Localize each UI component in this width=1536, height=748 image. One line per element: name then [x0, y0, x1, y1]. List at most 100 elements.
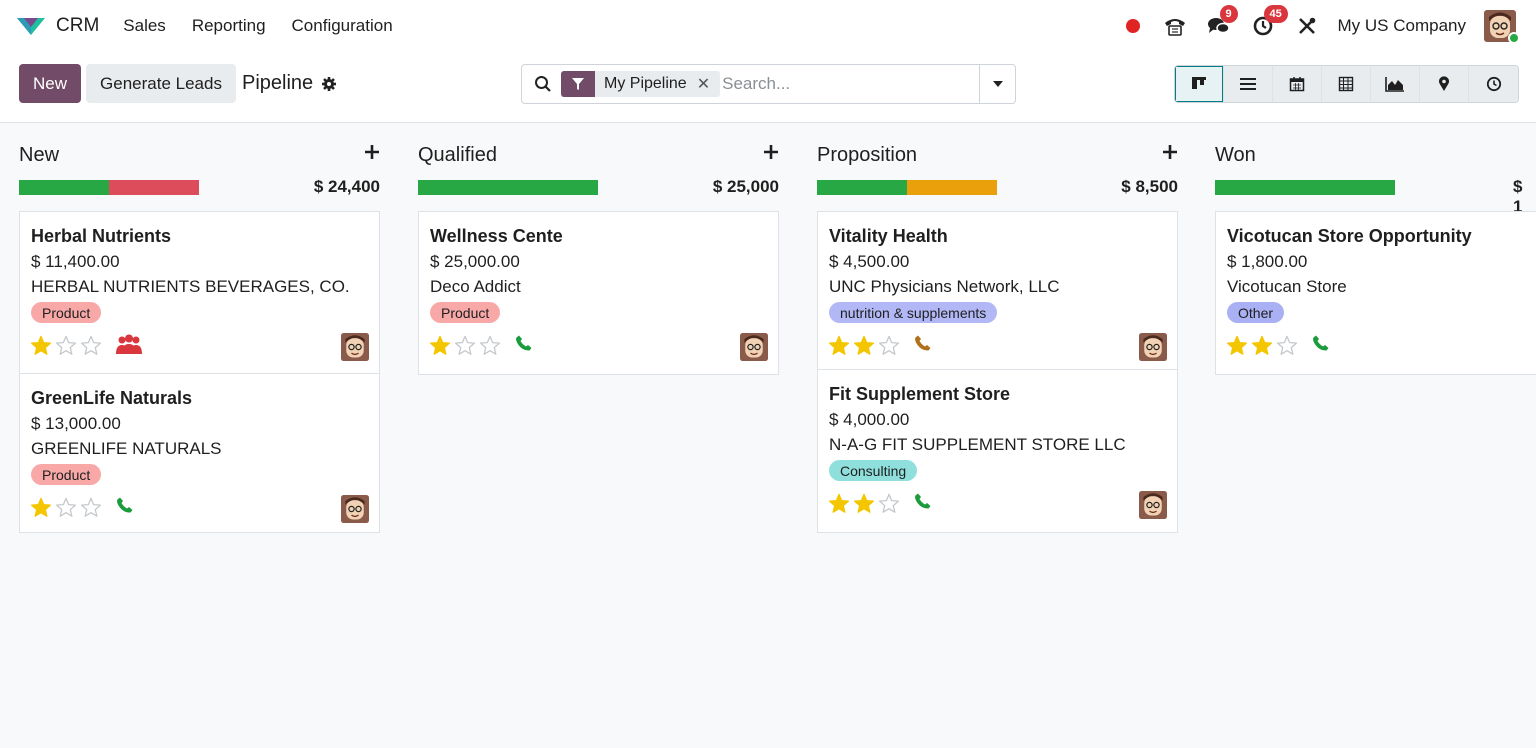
top-navbar: CRM Sales Reporting Configuration 9 — [0, 0, 1536, 52]
column-title[interactable]: Proposition — [817, 144, 918, 166]
star-filled-icon[interactable] — [30, 497, 55, 519]
column-progress-bar[interactable] — [19, 180, 199, 195]
chat-icon — [1207, 18, 1230, 34]
opportunity-card[interactable]: Vitality Health $ 4,500.00 UNC Physician… — [818, 212, 1177, 370]
star-empty-icon[interactable] — [80, 497, 105, 519]
search-input[interactable] — [722, 74, 963, 94]
star-filled-icon[interactable] — [828, 335, 853, 357]
opportunity-card[interactable]: Vicotucan Store Opportunity $ 1,800.00 V… — [1216, 212, 1536, 374]
progress-segment[interactable] — [109, 180, 199, 195]
opportunity-card[interactable]: GreenLife Naturals $ 13,000.00 GREENLIFE… — [20, 374, 379, 532]
salesperson-avatar[interactable] — [1139, 491, 1167, 519]
progress-segment[interactable] — [817, 180, 907, 195]
card-title: Fit Supplement Store — [829, 384, 1011, 404]
priority-stars — [828, 335, 903, 357]
recording-indicator[interactable] — [1125, 19, 1140, 33]
column-title[interactable]: Won — [1215, 144, 1256, 166]
star-empty-icon[interactable] — [1276, 335, 1301, 357]
search-options-toggle[interactable] — [979, 65, 1015, 103]
column-total: $ 8,500 — [1121, 177, 1178, 196]
menu-sales[interactable]: Sales — [123, 16, 166, 35]
kanban-view-button[interactable] — [1175, 66, 1224, 102]
list-icon — [1240, 78, 1256, 90]
quick-create-icon[interactable] — [1162, 144, 1178, 165]
remove-facet-icon[interactable]: ✕ — [696, 76, 711, 93]
filter-icon — [561, 71, 595, 97]
phone-icon[interactable] — [914, 334, 932, 357]
star-empty-icon[interactable] — [80, 335, 105, 357]
gear-icon[interactable] — [321, 76, 337, 92]
card-company: UNC Physicians Network, LLC — [829, 277, 1060, 296]
phone-icon[interactable] — [116, 496, 134, 519]
kanban-board: New $ 24,400 Herbal Nutrients $ 11,400.0… — [0, 124, 1536, 748]
menu-configuration[interactable]: Configuration — [291, 16, 393, 35]
column-title[interactable]: Qualified — [418, 144, 497, 166]
activity-view-button[interactable] — [1469, 66, 1518, 102]
phone-icon[interactable] — [1312, 334, 1330, 357]
card-company: Deco Addict — [430, 277, 521, 296]
star-empty-icon[interactable] — [878, 335, 903, 357]
debug-tools[interactable] — [1294, 13, 1320, 39]
opportunity-card[interactable]: Fit Supplement Store $ 4,000.00 N-A-G FI… — [818, 370, 1177, 532]
clock-icon — [1486, 76, 1501, 92]
star-filled-icon[interactable] — [853, 493, 878, 515]
filter-facet: My Pipeline ✕ — [561, 71, 721, 97]
star-filled-icon[interactable] — [429, 335, 454, 357]
priority-stars — [828, 493, 903, 515]
salesperson-avatar[interactable] — [341, 333, 369, 361]
meeting-icon[interactable] — [116, 334, 142, 361]
card-amount: $ 1,800.00 — [1227, 252, 1308, 271]
phone-icon[interactable] — [914, 492, 932, 515]
map-marker-icon — [1439, 76, 1449, 91]
company-switcher[interactable]: My US Company — [1337, 16, 1466, 35]
menu-reporting[interactable]: Reporting — [191, 16, 266, 35]
search-icon — [534, 75, 552, 93]
star-empty-icon[interactable] — [454, 335, 479, 357]
quick-create-icon[interactable] — [763, 144, 779, 165]
list-view-button[interactable] — [1224, 66, 1273, 102]
new-button[interactable]: New — [19, 64, 81, 103]
star-empty-icon[interactable] — [55, 335, 80, 357]
card-tag: nutrition & supplements — [829, 302, 998, 323]
star-filled-icon[interactable] — [853, 335, 878, 357]
card-title: Vitality Health — [829, 226, 948, 246]
pivot-view-button[interactable] — [1322, 66, 1371, 102]
card-tag: Consulting — [829, 460, 918, 481]
quick-create-icon[interactable] — [364, 144, 380, 165]
progress-segment[interactable] — [418, 180, 598, 195]
star-filled-icon[interactable] — [30, 335, 55, 357]
phone-icon[interactable] — [515, 334, 533, 357]
star-filled-icon[interactable] — [1251, 335, 1276, 357]
star-filled-icon[interactable] — [1226, 335, 1251, 357]
generate-leads-button[interactable]: Generate Leads — [86, 64, 236, 103]
star-empty-icon[interactable] — [479, 335, 504, 357]
card-title: Vicotucan Store Opportunity — [1227, 226, 1472, 246]
messages-systray[interactable]: 9 — [1206, 5, 1238, 39]
progress-segment[interactable] — [907, 180, 997, 195]
user-avatar[interactable] — [1484, 10, 1520, 44]
column-progress-bar[interactable] — [1215, 180, 1395, 195]
column-progress-bar[interactable] — [817, 180, 997, 195]
opportunity-card[interactable]: Herbal Nutrients $ 11,400.00 HERBAL NUTR… — [20, 212, 379, 374]
star-empty-icon[interactable] — [878, 493, 903, 515]
column-progress-bar[interactable] — [418, 180, 598, 195]
star-filled-icon[interactable] — [828, 493, 853, 515]
priority-stars — [30, 335, 105, 357]
activities-systray[interactable]: 45 — [1250, 5, 1288, 39]
column-header: New — [19, 144, 380, 168]
progress-segment[interactable] — [19, 180, 109, 195]
card-company: Vicotucan Store — [1227, 277, 1347, 296]
map-view-button[interactable] — [1420, 66, 1469, 102]
star-empty-icon[interactable] — [55, 497, 80, 519]
calendar-view-button[interactable] — [1273, 66, 1322, 102]
app-brand[interactable]: CRM — [16, 15, 99, 37]
phone-systray[interactable] — [1162, 13, 1188, 39]
graph-view-button[interactable] — [1371, 66, 1420, 102]
column-title[interactable]: New — [19, 144, 60, 166]
salesperson-avatar[interactable] — [1139, 333, 1167, 361]
salesperson-avatar[interactable] — [341, 495, 369, 523]
opportunity-card[interactable]: Wellness Cente $ 25,000.00 Deco Addict P… — [419, 212, 778, 374]
salesperson-avatar[interactable] — [740, 333, 768, 361]
card-tag: Product — [31, 302, 102, 323]
progress-segment[interactable] — [1215, 180, 1395, 195]
